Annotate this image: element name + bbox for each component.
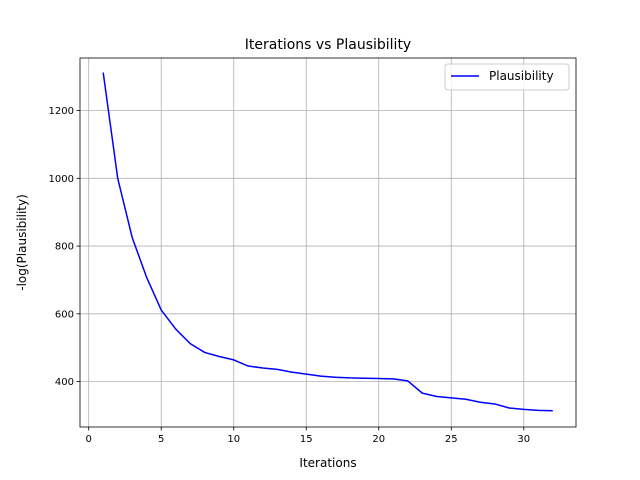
plot-frame — [79, 57, 577, 428]
x-tick-label: 25 — [445, 434, 458, 445]
y-axis-label: -log(Plausibility) — [15, 194, 29, 291]
legend: Plausibility — [444, 63, 570, 91]
x-tick-label: 5 — [158, 434, 164, 445]
x-tick-label: 30 — [517, 434, 530, 445]
y-tick-label: 1200 — [49, 106, 74, 117]
y-axis: 400 600 800 1000 1200 — [49, 106, 80, 388]
x-axis-label: Iterations — [299, 456, 356, 470]
x-tick-label: 15 — [300, 434, 313, 445]
legend-label-plausibility: Plausibility — [489, 69, 554, 83]
x-tick-label: 10 — [227, 434, 240, 445]
y-tick-label: 1000 — [49, 174, 74, 185]
x-tick-label: 0 — [86, 434, 92, 445]
chart-title: Iterations vs Plausibility — [245, 37, 411, 53]
legend-box — [444, 63, 570, 91]
y-tick-label: 400 — [55, 377, 74, 388]
x-tick-label: 20 — [372, 434, 385, 445]
series-layer — [102, 72, 553, 412]
series-line-plausibility — [102, 72, 553, 412]
y-tick-label: 600 — [55, 309, 74, 320]
grid — [80, 58, 576, 427]
y-tick-label: 800 — [55, 242, 74, 253]
x-axis: 0 5 10 15 20 25 30 — [86, 427, 530, 445]
